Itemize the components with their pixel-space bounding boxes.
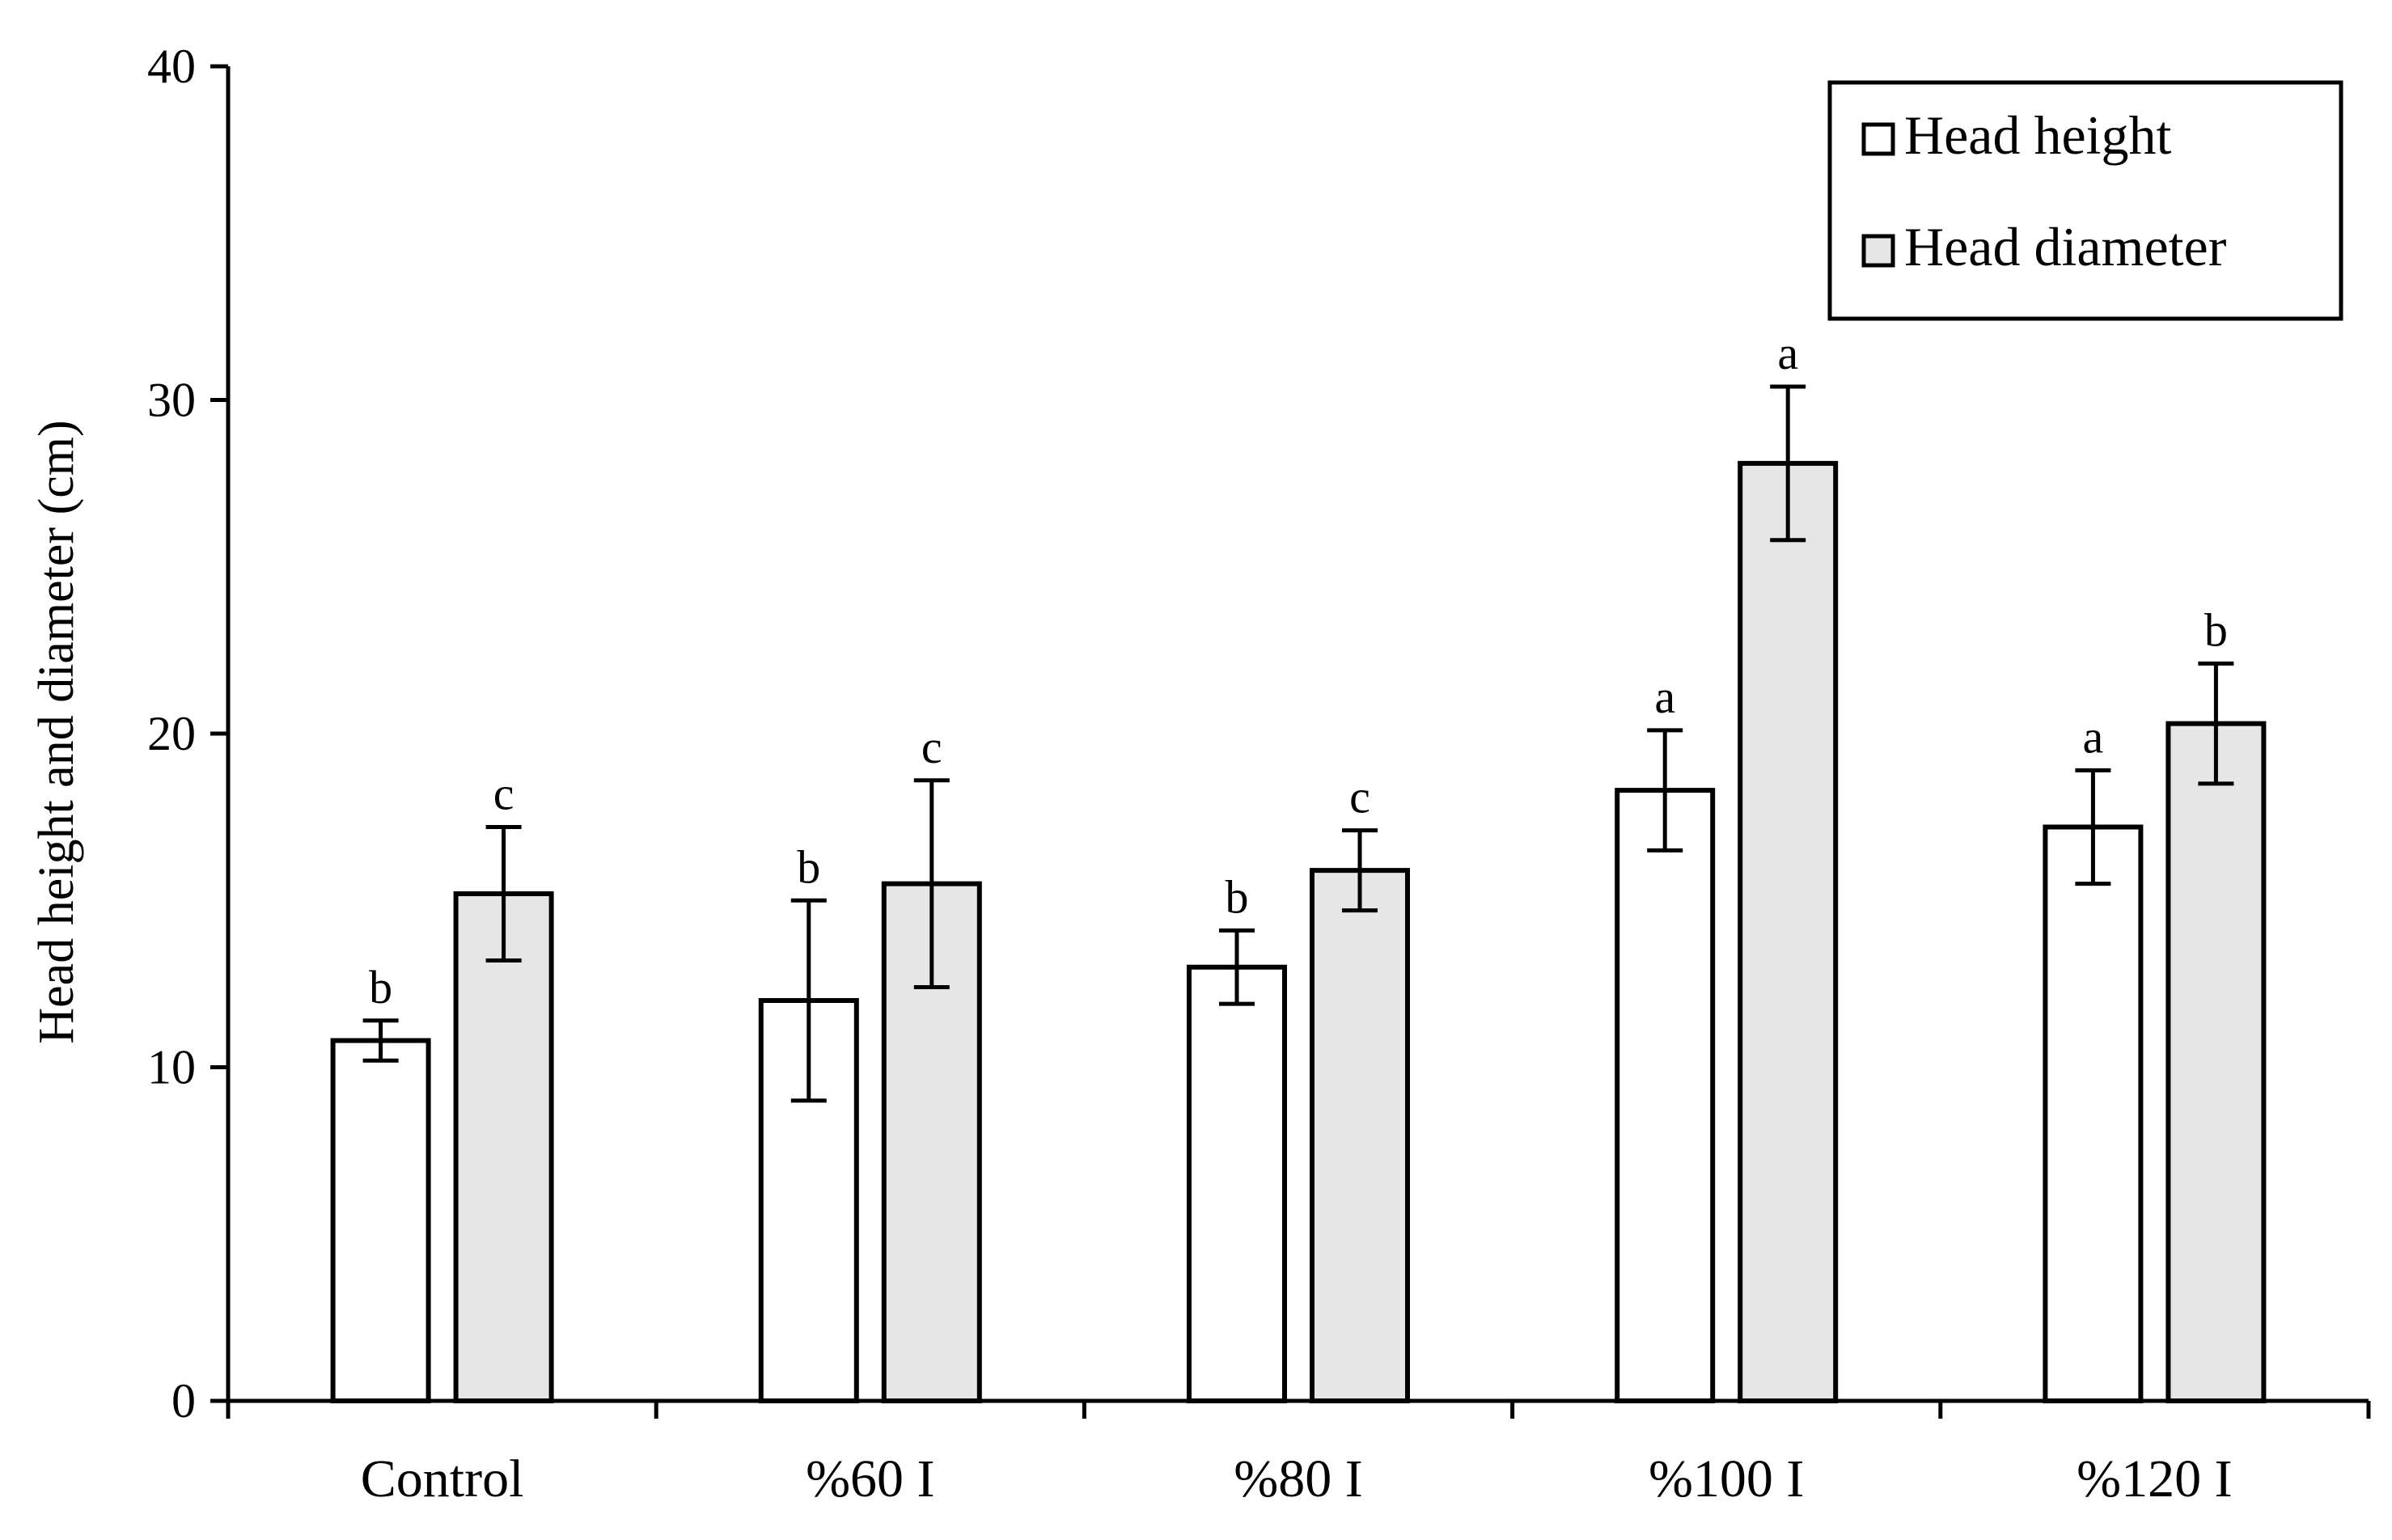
- bar-head-diameter-4: [2166, 721, 2267, 1403]
- legend: Head height Head diameter: [1827, 80, 2343, 321]
- significance-letter-0-4: a: [2083, 710, 2104, 763]
- significance-letter-0-0: b: [369, 961, 392, 1013]
- bar-head-height-3: [1615, 788, 1716, 1403]
- x-tick-label-2: %80 I: [1234, 1449, 1362, 1508]
- bar-head-diameter-2: [1310, 868, 1410, 1403]
- y-tick-label-0: 0: [171, 1374, 196, 1428]
- y-tick-label-3: 30: [147, 374, 196, 427]
- bars-layer: b c b c b c a a a b: [330, 327, 2267, 1403]
- significance-letter-1-4: b: [2204, 603, 2228, 656]
- legend-swatch-1: [1861, 234, 1895, 268]
- x-tick-label-3: %100 I: [1649, 1449, 1804, 1508]
- bar-head-diameter-0: [453, 891, 554, 1403]
- legend-label-1: Head diameter: [1904, 216, 2227, 277]
- significance-letter-0-2: b: [1226, 870, 1249, 923]
- legend-swatch-0: [1861, 122, 1895, 156]
- x-tick-label-1: %60 I: [806, 1449, 934, 1508]
- bar-head-height-4: [2043, 824, 2144, 1403]
- y-axis-title: Head height and diameter (cm): [29, 420, 84, 1043]
- y-tick-label-4: 40: [147, 40, 196, 93]
- bar-head-height-0: [330, 1038, 431, 1403]
- significance-letter-0-3: a: [1654, 671, 1675, 723]
- bar-head-height-2: [1187, 964, 1287, 1403]
- x-tick-label-4: %120 I: [2077, 1449, 2232, 1508]
- y-axis-title-group: Head height and diameter (cm): [29, 420, 84, 1043]
- legend-box: [1827, 80, 2343, 321]
- y-tick-label-1: 10: [147, 1041, 196, 1094]
- legend-label-0: Head height: [1904, 104, 2172, 166]
- significance-letter-1-3: a: [1777, 327, 1798, 379]
- significance-letter-1-1: c: [921, 721, 942, 773]
- significance-letter-1-0: c: [493, 768, 514, 820]
- significance-letter-0-1: b: [797, 840, 820, 893]
- axes-layer: Control %60 I %80 I %100 I %120 I 0 10 20 30 40: [147, 40, 2371, 1508]
- bar-head-diameter-3: [1738, 460, 1839, 1403]
- significance-letter-1-2: c: [1349, 771, 1370, 823]
- x-tick-label-0: Control: [361, 1449, 524, 1508]
- y-tick-label-2: 20: [147, 707, 196, 760]
